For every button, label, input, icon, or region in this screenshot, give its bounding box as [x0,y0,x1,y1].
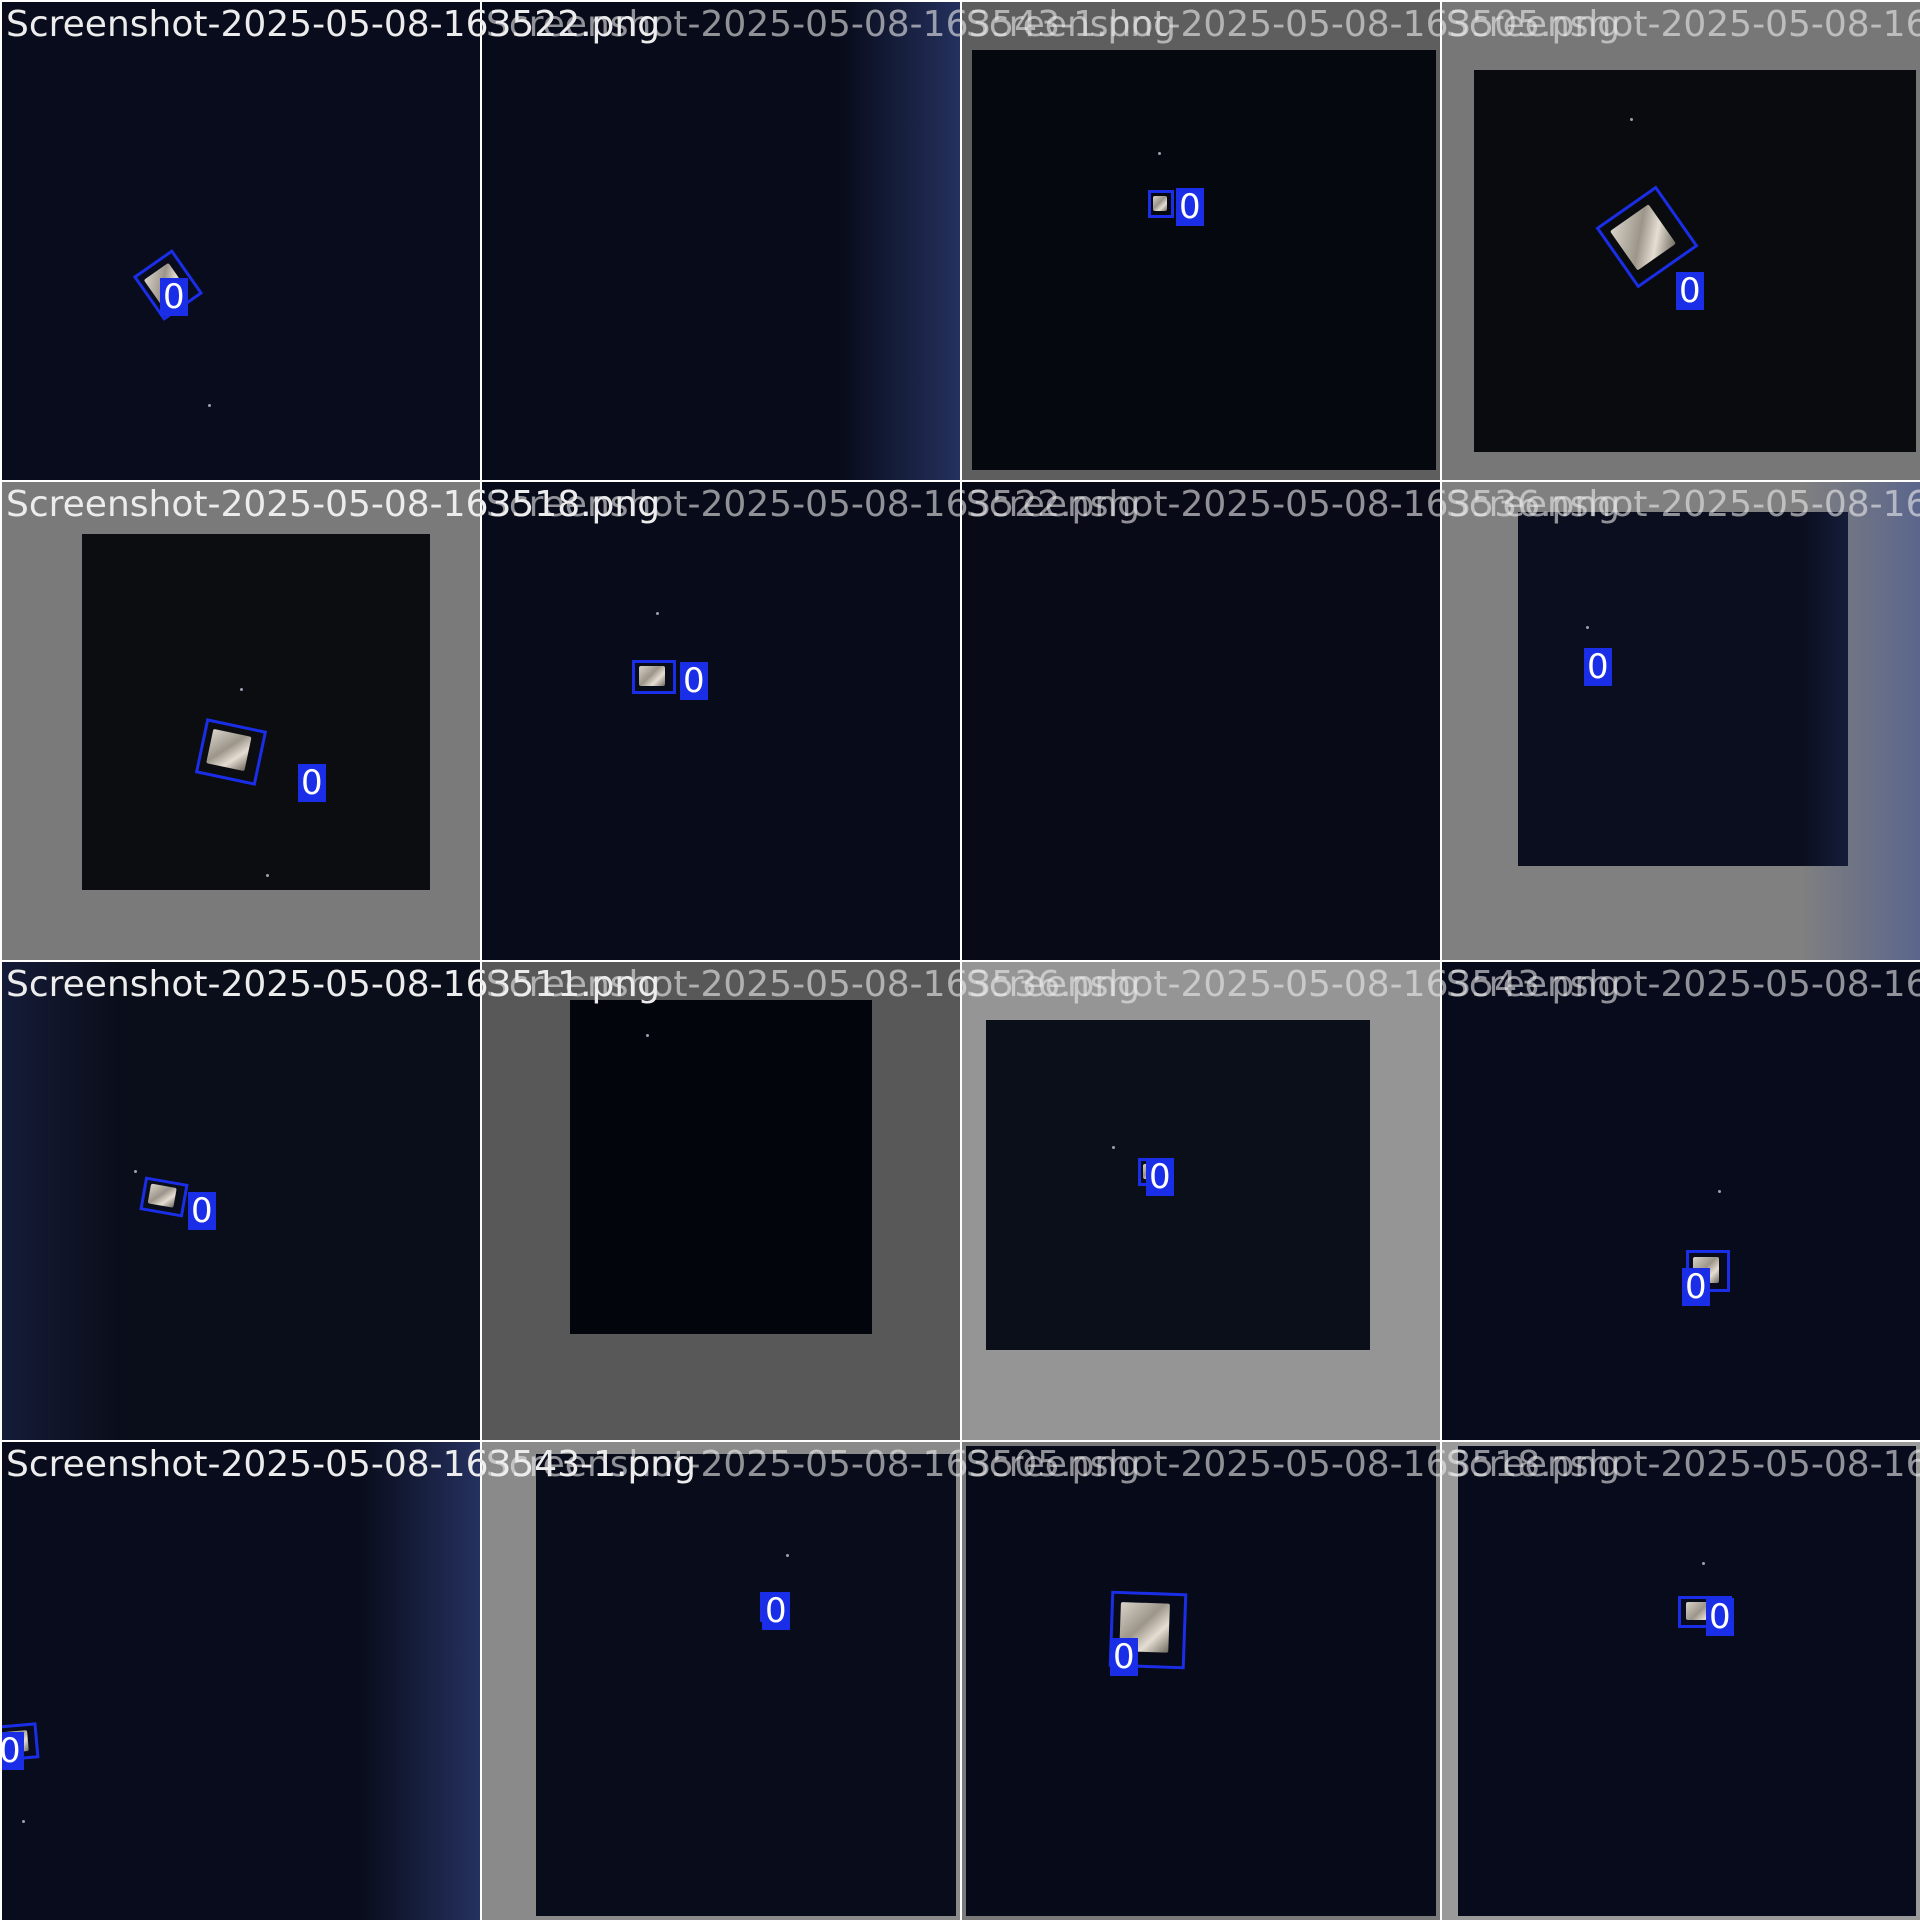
star-dot [266,874,269,877]
class-label: 0 [188,1192,216,1230]
satellite-object [147,1183,178,1208]
satellite-object [1153,195,1167,212]
image-frame [966,1446,1436,1916]
mosaic-cell: 0 [1442,962,1920,1440]
image-frame [536,1454,956,1916]
class-label: 0 [2,1732,24,1770]
satellite-object [638,666,666,686]
star-dot [646,1034,649,1037]
image-frame [1474,70,1916,452]
tile-background [2,962,480,1440]
star-dot [1630,118,1633,121]
star-dot [656,612,659,615]
class-label: 0 [1146,1158,1174,1196]
mosaic-cell: 0 [2,962,480,1440]
tile-background [962,482,1440,960]
class-label: 0 [1584,648,1612,686]
image-frame [1458,1446,1916,1916]
detection-box [632,660,676,694]
mosaic-cell: 0 [482,482,960,960]
class-label: 0 [1706,1598,1734,1636]
image-frame [972,50,1436,470]
mosaic-cell: 0 [2,2,480,480]
mosaic-cell: 0 [2,1442,480,1920]
tile-background [2,2,480,480]
mosaic-cell: 0 [962,2,1440,480]
mosaic-cell: 0 [482,1442,960,1920]
class-label: 0 [1682,1268,1710,1306]
star-dot [1158,152,1161,155]
tile-background [482,482,960,960]
mosaic-cell: 0 [2,482,480,960]
tile-background [1442,962,1920,1440]
mosaic-cell [482,2,960,480]
mosaic-cell: 0 [1442,482,1920,960]
tile-background [482,2,960,480]
star-dot [1112,1146,1115,1149]
detection-box [1148,190,1174,218]
star-dot [240,688,243,691]
class-label: 0 [680,662,708,700]
star-dot [1702,1562,1705,1565]
tile-background [2,1442,480,1920]
mosaic-cell: 0 [962,962,1440,1440]
class-label: 0 [160,278,188,316]
class-label: 0 [762,1592,790,1630]
image-frame [82,534,430,890]
mosaic-cell: 0 [1442,1442,1920,1920]
class-label: 0 [298,764,326,802]
detection-box [139,1176,189,1218]
mosaic-cell: 0 [1442,2,1920,480]
star-dot [208,404,211,407]
mosaic-cell [482,962,960,1440]
image-frame [1518,512,1848,866]
star-dot [1718,1190,1721,1193]
class-label: 0 [1110,1638,1138,1676]
mosaic-cell: 0 [962,1442,1440,1920]
image-frame [986,1020,1370,1350]
star-dot [1586,626,1589,629]
star-dot [134,1170,137,1173]
star-dot [22,1820,25,1823]
image-frame [570,1000,872,1334]
mosaic-cell [962,482,1440,960]
satellite-object [1609,204,1677,271]
star-dot [786,1554,789,1557]
class-label: 0 [1176,188,1204,226]
satellite-object [205,728,252,772]
class-label: 0 [1676,272,1704,310]
